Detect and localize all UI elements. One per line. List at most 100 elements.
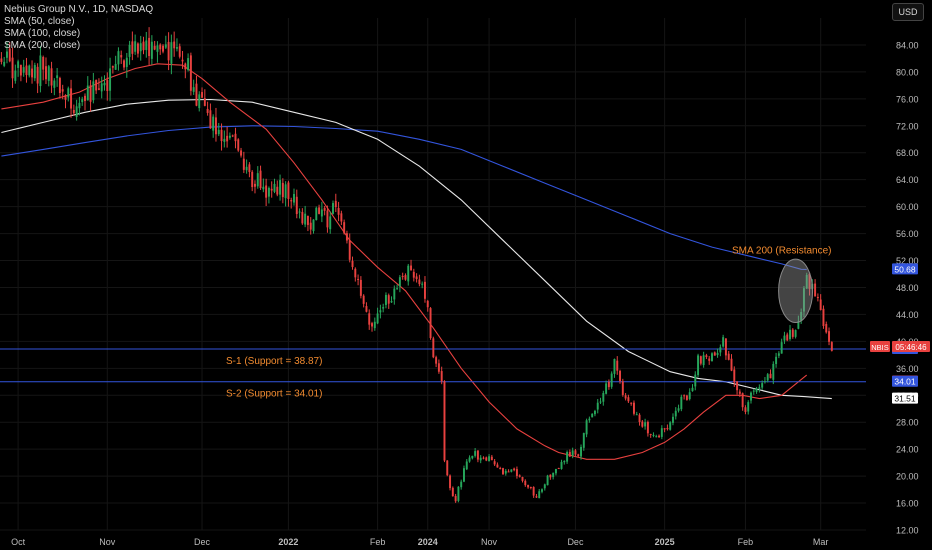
candle — [100, 76, 103, 99]
candle — [33, 62, 36, 82]
candle — [379, 304, 382, 319]
candle — [451, 486, 454, 497]
candle-body — [92, 81, 95, 101]
candle-body — [262, 186, 265, 190]
candle-body — [47, 66, 50, 81]
y-tick-label: 44.00 — [896, 310, 919, 320]
resistance-label[interactable]: SMA 200 (Resistance) — [732, 245, 832, 256]
candle-body — [164, 44, 167, 48]
candle — [816, 293, 819, 302]
candle-body — [669, 422, 672, 430]
candle-body — [493, 461, 496, 465]
candle — [89, 80, 92, 112]
y-tick-label: 72.00 — [896, 121, 919, 131]
candle-body — [513, 468, 516, 471]
legend-sma-100[interactable]: SMA (100, close) — [4, 28, 81, 39]
candle — [524, 479, 527, 487]
candle — [429, 307, 432, 340]
candle — [515, 466, 518, 479]
candle-body — [248, 164, 251, 172]
candle-body — [593, 410, 596, 415]
candle — [276, 180, 279, 197]
x-tick-label: Nov — [481, 537, 498, 547]
candle — [582, 432, 585, 451]
candle-body — [814, 283, 817, 297]
candle-body — [557, 468, 560, 470]
support-1-label[interactable]: S-1 (Support = 38.87) — [226, 356, 322, 367]
candle-body — [114, 63, 117, 70]
candle-body — [125, 57, 128, 67]
candle-body — [582, 433, 585, 448]
candle — [580, 444, 582, 460]
candle-body — [281, 182, 284, 198]
y-tick-label: 12.00 — [896, 526, 919, 536]
candle — [722, 334, 725, 348]
candle — [532, 486, 535, 498]
candle-body — [541, 489, 543, 492]
candle — [382, 303, 385, 313]
candle-body — [630, 402, 633, 404]
candle-body — [0, 58, 3, 62]
y-tick-label: 84.00 — [896, 40, 919, 50]
candles[interactable] — [0, 27, 833, 503]
candle-body — [412, 271, 415, 278]
candle — [758, 384, 761, 393]
candle — [293, 188, 295, 206]
candle-body — [223, 138, 226, 142]
candle-body — [36, 66, 39, 84]
candle-body — [95, 79, 98, 91]
candle — [691, 384, 694, 392]
candle-body — [306, 215, 309, 225]
candle — [201, 87, 204, 99]
support-2-label[interactable]: S-2 (Support = 34.01) — [226, 389, 322, 400]
chart-title[interactable]: Nebius Group N.V., 1D, NASDAQ — [4, 4, 154, 15]
candle-body — [791, 329, 794, 337]
candle — [242, 151, 245, 174]
candle-body — [279, 180, 282, 195]
candle-body — [588, 418, 591, 421]
legend-sma-200[interactable]: SMA (200, close) — [4, 40, 81, 51]
candle — [3, 56, 6, 68]
candle-body — [84, 95, 86, 101]
x-tick-label: Nov — [99, 537, 116, 547]
candle-body — [750, 392, 752, 401]
highlight-circle — [778, 258, 814, 324]
candle-body — [733, 369, 736, 383]
candle-body — [766, 374, 769, 381]
candle-body — [616, 360, 619, 371]
candle — [513, 467, 516, 472]
candle — [159, 43, 162, 55]
candle — [641, 419, 644, 428]
candle — [529, 486, 532, 490]
candle-body — [580, 446, 582, 457]
candle-body — [619, 370, 622, 382]
candle — [376, 307, 379, 325]
currency-button[interactable]: USD — [892, 3, 924, 21]
candle — [72, 104, 75, 116]
candle — [209, 103, 212, 129]
candle — [345, 230, 348, 244]
candle — [557, 467, 560, 470]
candle — [763, 377, 766, 384]
candle-body — [184, 63, 187, 70]
price-badge-label: 31.51 — [894, 394, 916, 404]
candle — [384, 292, 387, 309]
candle — [11, 47, 14, 88]
candle — [697, 353, 700, 378]
candle — [828, 327, 831, 346]
candle — [365, 302, 368, 313]
candle-body — [410, 265, 413, 271]
candle-body — [577, 454, 580, 456]
candle-body — [566, 452, 569, 462]
candle — [541, 488, 543, 494]
sma-50-line — [1, 63, 808, 460]
candle — [635, 411, 638, 416]
candle — [351, 256, 354, 270]
candle — [290, 197, 293, 209]
legend-sma-50[interactable]: SMA (50, close) — [4, 16, 75, 27]
candle-body — [482, 457, 485, 459]
candle — [404, 273, 407, 281]
candle — [343, 219, 346, 235]
candle — [591, 413, 594, 418]
